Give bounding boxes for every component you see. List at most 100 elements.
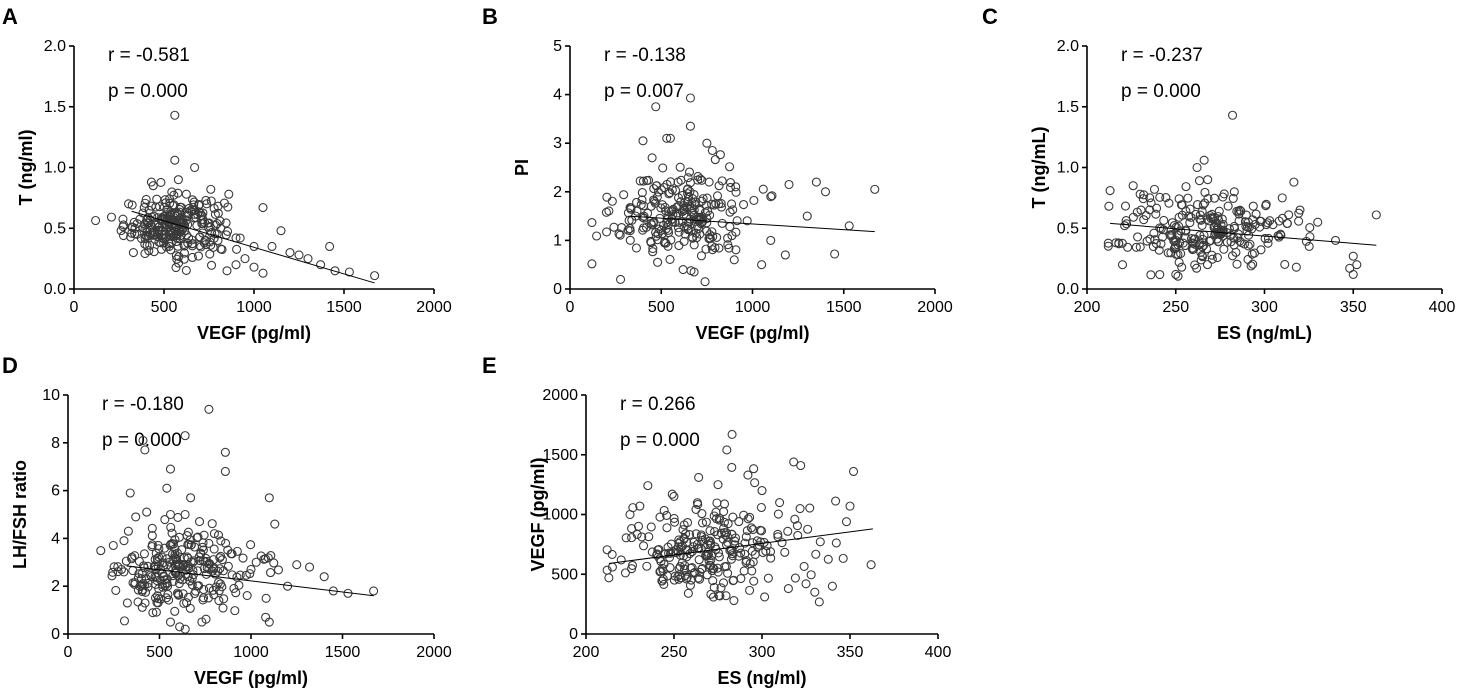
data-point	[143, 578, 153, 588]
data-point	[604, 206, 614, 216]
data-point	[108, 567, 118, 577]
data-point	[1206, 213, 1216, 223]
data-point	[1139, 190, 1149, 200]
data-point	[775, 498, 785, 508]
data-point	[1263, 238, 1273, 248]
data-point	[1195, 210, 1205, 220]
data-point	[1189, 234, 1199, 244]
data-point	[1234, 216, 1244, 226]
data-point	[1146, 198, 1156, 208]
data-point	[197, 617, 207, 627]
data-point	[173, 175, 183, 185]
correlation-r-text: r = -0.180	[102, 394, 184, 415]
data-point	[637, 532, 647, 542]
data-point	[160, 211, 170, 221]
data-point	[659, 549, 669, 559]
data-point	[679, 534, 689, 544]
data-point	[127, 222, 137, 232]
data-point	[136, 574, 147, 584]
data-point	[749, 576, 759, 586]
data-point	[1207, 254, 1217, 264]
data-point	[1371, 210, 1381, 220]
data-point	[1294, 216, 1304, 226]
data-point	[1224, 224, 1234, 234]
data-point	[198, 595, 208, 605]
data-point	[615, 230, 625, 240]
data-point	[162, 232, 172, 242]
data-point	[154, 222, 165, 232]
x-tick-label: 500	[648, 299, 675, 316]
data-point	[723, 532, 733, 542]
y-tick-label: 2.0	[1057, 38, 1079, 55]
data-point	[723, 537, 733, 547]
data-point	[799, 561, 809, 571]
data-point	[746, 523, 756, 533]
data-point	[626, 204, 636, 214]
data-point	[217, 244, 227, 255]
data-point	[294, 250, 304, 260]
data-point	[170, 155, 180, 165]
data-point	[1229, 233, 1239, 243]
data-point	[162, 560, 172, 570]
data-point	[125, 488, 135, 498]
data-point	[258, 268, 268, 278]
data-point	[1152, 203, 1162, 213]
data-point	[1236, 238, 1246, 248]
data-point	[1209, 193, 1219, 203]
data-point	[767, 191, 777, 201]
x-tick-label: 300	[1251, 299, 1278, 316]
data-point	[173, 589, 183, 600]
data-point	[710, 155, 720, 165]
data-point	[712, 191, 723, 201]
panel-label: C	[982, 4, 998, 29]
y-tick-label: 0.0	[1057, 281, 1079, 298]
data-point	[319, 572, 329, 582]
data-point	[139, 203, 149, 213]
data-point	[106, 212, 117, 222]
data-point	[1235, 205, 1245, 215]
y-tick-label: 2	[553, 184, 562, 201]
data-point	[1132, 207, 1142, 217]
x-axis-label: ES (ng/mL)	[1217, 323, 1312, 343]
data-point	[662, 179, 672, 189]
data-point	[147, 523, 157, 533]
data-point	[165, 557, 175, 567]
data-point	[702, 218, 712, 228]
data-point	[725, 178, 736, 188]
data-point	[806, 570, 816, 580]
data-point	[727, 551, 738, 561]
data-point	[1173, 271, 1183, 281]
data-point	[679, 236, 689, 246]
data-point	[178, 589, 188, 599]
regression-line	[131, 210, 375, 284]
data-point	[657, 563, 667, 573]
data-point	[659, 505, 669, 516]
data-point	[684, 167, 695, 177]
data-point	[165, 464, 176, 474]
data-point	[683, 184, 693, 194]
data-point	[168, 576, 178, 586]
data-point	[179, 254, 189, 264]
data-point	[664, 206, 674, 217]
data-point	[707, 245, 718, 255]
data-point	[637, 188, 647, 198]
data-point	[1263, 233, 1274, 244]
data-point	[1289, 177, 1299, 187]
data-point	[1203, 175, 1213, 185]
data-point	[1219, 189, 1229, 199]
data-point	[620, 568, 630, 578]
data-point	[1187, 243, 1197, 253]
data-point	[784, 179, 794, 190]
data-point	[1197, 220, 1207, 230]
data-point	[783, 526, 793, 536]
data-point	[678, 265, 688, 275]
data-point	[148, 181, 158, 191]
data-point	[1164, 198, 1174, 208]
data-point	[189, 205, 199, 215]
data-point	[156, 244, 167, 254]
data-point	[1305, 223, 1315, 233]
data-point	[162, 483, 172, 493]
x-tick-label: 1500	[325, 644, 361, 661]
data-point	[140, 198, 150, 208]
data-point	[729, 575, 739, 585]
